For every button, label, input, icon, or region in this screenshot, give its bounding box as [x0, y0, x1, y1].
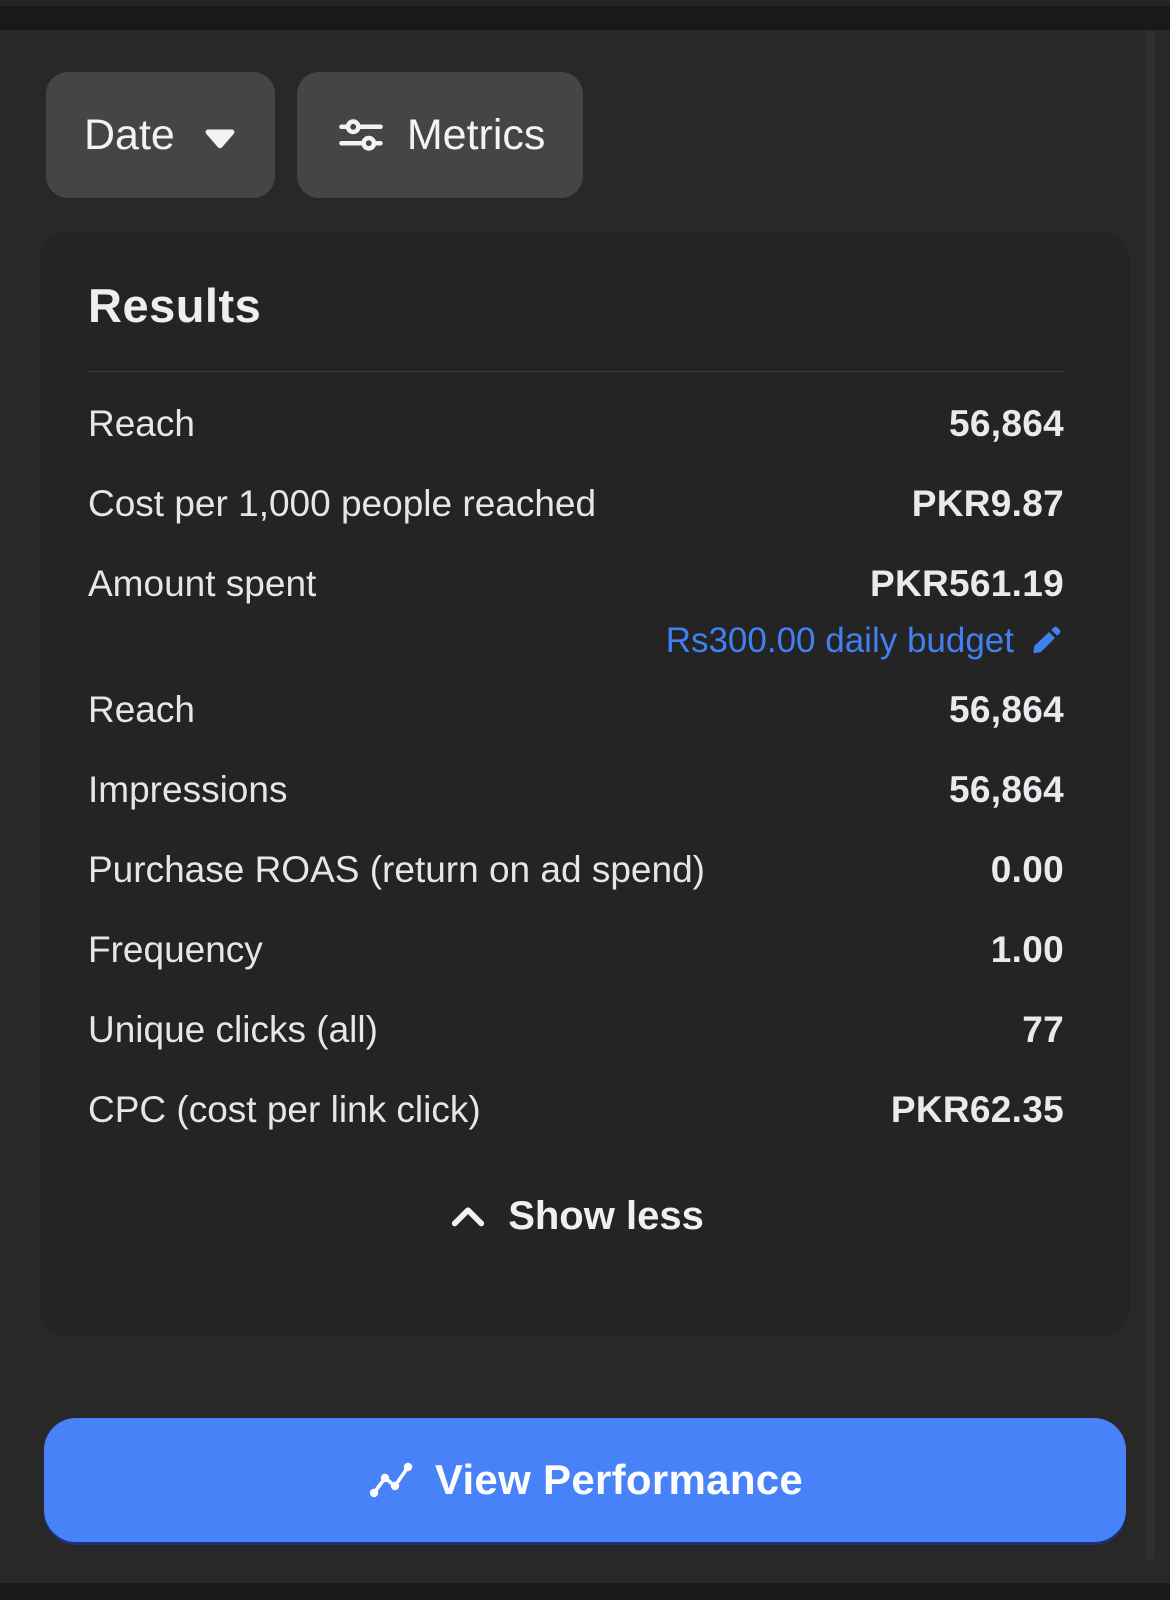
date-filter-label: Date	[84, 110, 175, 159]
results-card: Results Reach 56,864 Cost per 1,000 peop…	[40, 232, 1130, 1336]
view-performance-label: View Performance	[434, 1456, 804, 1503]
metric-row: Reach 56,864	[88, 670, 1064, 750]
show-less-label: Show less	[508, 1193, 704, 1238]
metric-label: Amount spent	[88, 563, 317, 604]
metric-row: Reach 56,864	[88, 384, 1064, 464]
metric-value: 56,864	[949, 689, 1064, 730]
metric-value: PKR9.87	[911, 483, 1064, 524]
filter-chip-row: Date Metrics	[46, 72, 584, 198]
metric-label: CPC (cost per link click)	[88, 1089, 481, 1130]
view-performance-button[interactable]: View Performance	[44, 1418, 1126, 1542]
caret-down-icon	[203, 125, 237, 151]
bottom-system-strip	[0, 1583, 1170, 1600]
chevron-up-icon	[448, 1202, 488, 1230]
metric-value: 77	[1022, 1009, 1064, 1050]
metric-row: Amount spent PKR561.19	[88, 544, 1064, 624]
metric-label: Reach	[88, 689, 195, 730]
metric-value: 56,864	[949, 769, 1064, 810]
results-card-title: Results	[88, 279, 262, 332]
daily-budget-link[interactable]: Rs300.00 daily budget	[88, 612, 1064, 670]
metric-row: Purchase ROAS (return on ad spend) 0.00	[88, 830, 1064, 910]
metric-row: Impressions 56,864	[88, 750, 1064, 830]
metric-label: Frequency	[88, 929, 263, 970]
scrollbar[interactable]	[1146, 30, 1155, 1560]
metric-rows: Reach 56,864 Cost per 1,000 people reach…	[88, 384, 1064, 1150]
status-bar-area	[0, 6, 1170, 30]
metrics-filter-label: Metrics	[406, 110, 546, 159]
metric-label: Purchase ROAS (return on ad spend)	[88, 849, 705, 890]
metric-value: PKR62.35	[890, 1089, 1064, 1130]
metric-value: 0.00	[990, 849, 1064, 890]
metric-row: CPC (cost per link click) PKR62.35	[88, 1070, 1064, 1150]
metric-row: Frequency 1.00	[88, 910, 1064, 990]
metric-label: Unique clicks (all)	[88, 1009, 378, 1050]
line-chart-icon	[367, 1456, 415, 1504]
metric-value: 56,864	[949, 403, 1064, 444]
metric-value: PKR561.19	[870, 563, 1064, 604]
show-less-button[interactable]: Show less	[88, 1188, 1064, 1244]
metric-label: Impressions	[88, 769, 288, 810]
divider	[88, 371, 1064, 372]
metric-label: Reach	[88, 403, 195, 444]
daily-budget-label: Rs300.00 daily budget	[665, 621, 1014, 660]
metric-row: Unique clicks (all) 77	[88, 990, 1064, 1070]
metric-value: 1.00	[990, 929, 1064, 970]
pencil-icon	[1028, 623, 1064, 659]
metric-row: Cost per 1,000 people reached PKR9.87	[88, 464, 1064, 544]
sliders-icon	[335, 109, 387, 161]
metrics-filter-button[interactable]: Metrics	[296, 72, 584, 198]
date-filter-button[interactable]: Date	[46, 72, 275, 198]
metric-label: Cost per 1,000 people reached	[88, 483, 597, 524]
top-edge-sliver	[0, 0, 1170, 6]
